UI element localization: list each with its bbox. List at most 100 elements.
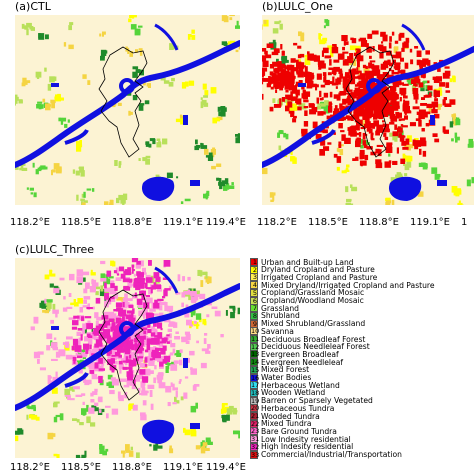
urban-patch — [83, 288, 88, 294]
vegetation-patch — [15, 430, 20, 435]
urban-patch — [142, 390, 149, 394]
legend-number: 6 — [252, 296, 258, 305]
urban-patch — [277, 77, 282, 81]
vegetation-patch — [290, 156, 294, 162]
vegetation-patch — [285, 133, 289, 140]
urban-patch — [106, 340, 112, 343]
legend-number: 22 — [251, 419, 260, 428]
urban-patch — [349, 73, 355, 80]
urban-patch — [105, 405, 111, 408]
urban-patch — [387, 95, 393, 99]
vegetation-patch — [278, 20, 282, 23]
legend-item: 20 Herbaceous Tundra — [250, 403, 334, 413]
vegetation-patch — [90, 422, 96, 427]
vegetation-patch — [467, 143, 474, 148]
vegetation-patch — [321, 103, 326, 107]
urban-patch — [117, 346, 122, 353]
vegetation-patch — [317, 103, 322, 106]
urban-patch — [275, 89, 278, 93]
urban-patch — [265, 54, 272, 59]
urban-patch — [415, 78, 421, 84]
urban-patch — [158, 312, 164, 317]
vegetation-patch — [132, 66, 139, 70]
urban-patch — [68, 317, 76, 320]
urban-patch — [262, 48, 267, 52]
vegetation-patch — [79, 140, 82, 146]
urban-patch — [106, 270, 112, 277]
vegetation-patch — [21, 167, 28, 171]
urban-patch — [110, 326, 115, 331]
vegetation-patch — [165, 366, 169, 373]
urban-patch — [151, 285, 157, 290]
vegetation-patch — [55, 414, 62, 418]
urban-patch — [166, 341, 170, 344]
vegetation-patch — [191, 34, 196, 40]
urban-patch — [281, 97, 285, 102]
vegetation-patch — [210, 87, 217, 94]
vegetation-patch — [269, 192, 274, 198]
vegetation-patch — [68, 25, 72, 31]
river-branch — [154, 266, 179, 294]
vegetation-patch — [237, 430, 240, 434]
vegetation-patch — [237, 135, 240, 140]
urban-patch — [383, 132, 387, 137]
urban-patch — [262, 73, 264, 78]
urban-patch — [135, 264, 141, 269]
urban-patch — [357, 48, 361, 56]
urban-patch — [274, 84, 279, 89]
urban-patch — [117, 391, 121, 399]
urban-patch — [327, 142, 332, 145]
vegetation-patch — [58, 117, 62, 122]
urban-patch — [379, 52, 384, 59]
vegetation-patch — [457, 189, 462, 195]
urban-patch — [92, 306, 95, 310]
urban-patch — [312, 121, 318, 129]
urban-patch — [143, 302, 150, 309]
urban-patch — [53, 288, 60, 294]
urban-patch — [358, 81, 364, 88]
vegetation-patch — [290, 150, 293, 156]
urban-patch — [338, 70, 343, 74]
vegetation-patch — [83, 191, 86, 198]
urban-patch — [358, 110, 364, 117]
vegetation-patch — [402, 155, 407, 162]
vegetation-patch — [200, 280, 204, 287]
urban-patch — [153, 313, 159, 316]
urban-patch — [274, 75, 277, 80]
vegetation-patch — [49, 269, 53, 277]
vegetation-patch — [449, 121, 454, 128]
vegetation-patch — [86, 188, 92, 191]
vegetation-patch — [232, 407, 237, 415]
urban-patch — [410, 79, 417, 84]
urban-patch — [358, 38, 361, 42]
vegetation-patch — [26, 187, 29, 190]
urban-patch — [128, 336, 131, 340]
urban-patch — [110, 280, 115, 284]
urban-patch — [156, 338, 160, 345]
urban-patch — [214, 310, 221, 317]
urban-patch — [156, 300, 162, 305]
vegetation-patch — [155, 280, 158, 285]
vegetation-patch — [152, 138, 156, 145]
urban-patch — [142, 281, 145, 284]
vegetation-patch — [25, 80, 31, 84]
urban-patch — [137, 356, 144, 359]
vegetation-patch — [86, 416, 91, 424]
vegetation-patch — [203, 321, 207, 326]
vegetation-patch — [86, 404, 89, 412]
vegetation-patch — [76, 360, 81, 368]
vegetation-patch — [224, 178, 229, 185]
vegetation-patch — [99, 444, 103, 450]
vegetation-patch — [45, 103, 51, 111]
urban-patch — [364, 107, 371, 113]
urban-patch — [403, 41, 407, 47]
vegetation-patch — [191, 29, 195, 34]
urban-patch — [306, 86, 313, 89]
vegetation-patch — [205, 155, 210, 158]
urban-patch — [303, 106, 308, 109]
vegetation-patch — [454, 132, 458, 139]
vegetation-patch — [227, 41, 232, 46]
urban-patch — [432, 106, 436, 110]
urban-patch — [164, 302, 168, 306]
vegetation-patch — [458, 200, 461, 205]
